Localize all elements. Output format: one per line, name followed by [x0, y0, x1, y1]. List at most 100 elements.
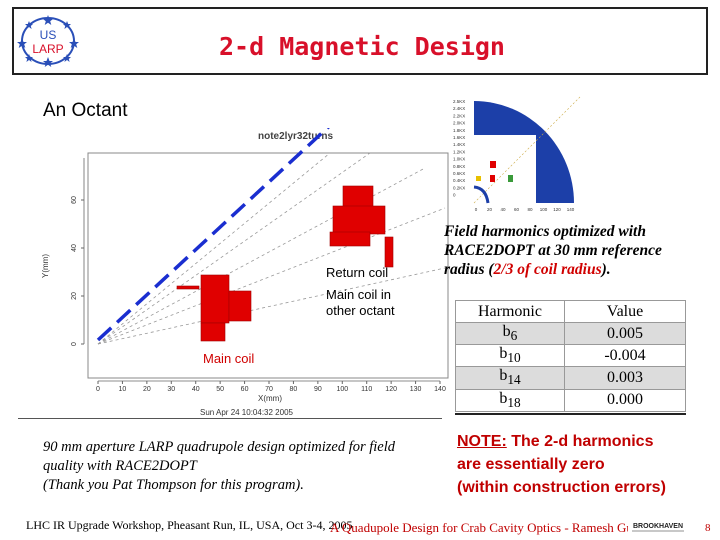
- logo-us-text: US: [40, 28, 57, 42]
- y-tick-label: 0: [71, 342, 78, 346]
- coil-block: [176, 285, 200, 290]
- us-larp-logo: US LARP: [17, 15, 79, 67]
- x-tick-label: 0: [96, 386, 100, 393]
- inset-x-ticks: 0 20 40 60 80 100 120 140: [475, 207, 575, 212]
- inset-x-tick-label: 40: [500, 207, 506, 212]
- inset-legend-label: 1.0KX: [453, 157, 465, 162]
- inset-coil-markers: [476, 161, 513, 182]
- harmonics-table: Harmonic Value b6 0.005 b10 -0.004 b14 0…: [455, 300, 686, 412]
- inset-legend-label: 2.0KX: [453, 121, 465, 126]
- inset-legend-label: 0.6KX: [453, 171, 465, 176]
- y-axis-label: Y(mm): [41, 254, 50, 278]
- inset-legend: 2.5KX 2.4KX 2.2KX 2.0KX 1.8KX 1.6KX 1.4KX 1.2KX…: [453, 99, 465, 198]
- inset-coil-marker: [490, 161, 496, 168]
- main-coil-other-octant-label-line1: Main coil in: [326, 287, 392, 302]
- x-tick-label: 30: [167, 386, 175, 393]
- inset-legend-label: 1.8KX: [453, 128, 465, 133]
- inset-x-tick-label: 60: [514, 207, 520, 212]
- harmonic-cell: b18: [455, 388, 565, 412]
- inset-legend-label: 1.2KX: [453, 149, 465, 154]
- inset-coil-marker: [490, 175, 495, 182]
- x-tick-label: 70: [265, 386, 273, 393]
- note-line2: are essentially zero: [457, 456, 605, 473]
- inset-legend-label: 2.4KX: [453, 106, 465, 111]
- coil-cross-section-plot: note2lyr32turns 0 10 20 30 40 50 60 70 80 90 100 11…: [41, 128, 449, 417]
- harmonics-note: NOTE: The 2-d harmonics are essentially …: [457, 430, 717, 499]
- note-line3: (within construction errors): [457, 479, 666, 496]
- main-coil-other-octant-label-line2: other octant: [326, 303, 395, 318]
- harmonic-cell: b10: [455, 344, 565, 368]
- y-tick-label: 20: [71, 292, 78, 300]
- header-value: Value: [564, 300, 686, 323]
- logo-star-ring-icon: [17, 15, 79, 67]
- inset-diagonal-line: [473, 96, 581, 204]
- x-tick-labels: 0 10 20 30 40 50 60 70 80 90 100 110 120 130 140: [96, 381, 446, 393]
- inset-x-tick-label: 140: [567, 207, 575, 212]
- inset-coil-marker: [508, 175, 513, 182]
- coil-block: [332, 205, 386, 235]
- inset-legend-label: 2.5KX: [453, 99, 465, 104]
- inset-legend-label: 0.2KX: [453, 185, 465, 190]
- inset-x-tick-label: 80: [527, 207, 533, 212]
- value-cell: 0.005: [564, 321, 686, 346]
- field-text-line3: radius (2/3 of coil radius).: [444, 260, 714, 279]
- coil-block: [200, 322, 226, 342]
- inset-legend-label: 1.6KX: [453, 135, 465, 140]
- value-cell: -0.004: [564, 344, 686, 368]
- value-cell: 0.003: [564, 366, 686, 390]
- inset-legend-label: 0: [453, 193, 456, 198]
- design-caption: 90 mm aperture LARP quadrupole design op…: [43, 438, 443, 495]
- field-text-line1: Field harmonics optimized with: [444, 223, 646, 240]
- x-tick-label: 110: [361, 386, 372, 393]
- plot-frame: [87, 152, 449, 379]
- title-box: 2-d Magnetic Design: [12, 7, 708, 75]
- table-bottom-rule: [455, 413, 686, 415]
- angle-guide-lines: [97, 152, 446, 345]
- x-axis-label: X(mm): [258, 394, 282, 403]
- x-tick-label: 140: [434, 386, 446, 393]
- inset-x-tick-label: 120: [553, 207, 561, 212]
- field-harmonics-description: Field harmonics optimized with RACE2DOPT…: [444, 222, 714, 279]
- x-tick-label: 20: [143, 386, 151, 393]
- coil-block: [342, 185, 374, 209]
- footer-workshop: LHC IR Upgrade Workshop, Pheasant Run, I…: [26, 518, 353, 532]
- header-harmonic: Harmonic: [455, 300, 565, 323]
- x-tick-label: 10: [119, 386, 127, 393]
- x-tick-label: 80: [290, 386, 298, 393]
- x-tick-label: 60: [241, 386, 249, 393]
- table-row: b18 0.000: [455, 388, 686, 412]
- field-inset-plot: 2.5KX 2.4KX 2.2KX 2.0KX 1.8KX 1.6KX 1.4KX 1.2KX…: [453, 96, 581, 212]
- inset-x-tick-label: 100: [540, 207, 548, 212]
- note-label: NOTE:: [457, 433, 507, 450]
- table-row: b14 0.003: [455, 366, 686, 390]
- caption-line2: quality with RACE2DOPT: [43, 458, 197, 474]
- inset-coil-marker: [476, 176, 481, 181]
- brookhaven-logo: BROOKHAVEN: [628, 519, 688, 535]
- note-line1: NOTE: The 2-d harmonics: [457, 430, 717, 453]
- page-number: 8: [705, 522, 711, 534]
- main-coil-label: Main coil: [203, 351, 255, 366]
- inset-aperture-arc: [473, 185, 490, 204]
- brookhaven-logo-text: BROOKHAVEN: [633, 523, 683, 530]
- x-tick-label: 50: [216, 386, 224, 393]
- x-tick-label: 90: [314, 386, 322, 393]
- y-tick-label: 40: [71, 244, 78, 252]
- octant-boundary-line: [96, 128, 330, 342]
- plot-title: note2lyr32turns: [258, 131, 333, 142]
- inset-legend-label: 0.4KX: [453, 178, 465, 183]
- table-header-row: Harmonic Value: [455, 300, 686, 323]
- section-label: An Octant: [43, 100, 128, 121]
- footer-talk-title: A Quadupole Design for Crab Cavity Optic…: [330, 520, 649, 535]
- harmonic-cell: b6: [455, 321, 565, 346]
- inset-x-tick-label: 20: [487, 207, 493, 212]
- value-cell: 0.000: [564, 388, 686, 412]
- return-coil-label: Return coil: [326, 265, 389, 280]
- slide-title: 2-d Magnetic Design: [219, 32, 505, 61]
- field-text-line2: RACE2DOPT at 30 mm reference: [444, 242, 662, 259]
- y-tick-labels: 0 20 40 60: [71, 196, 84, 346]
- harmonic-cell: b14: [455, 366, 565, 390]
- coil-blocks: [176, 185, 394, 342]
- inset-legend-label: 2.2KX: [453, 113, 465, 118]
- return-coil-block: [384, 236, 394, 268]
- caption-separator: [18, 418, 442, 419]
